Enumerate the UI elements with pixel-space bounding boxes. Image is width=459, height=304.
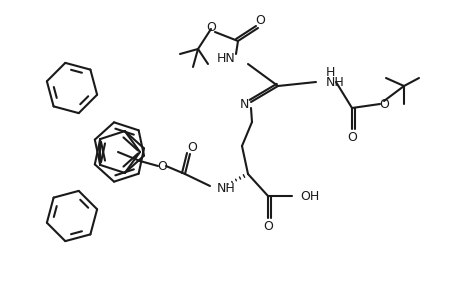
Text: NH: NH xyxy=(325,75,344,88)
Text: O: O xyxy=(254,13,264,26)
Text: O: O xyxy=(346,130,356,143)
Text: NH: NH xyxy=(217,181,235,195)
Text: N: N xyxy=(239,98,248,110)
Text: HN: HN xyxy=(217,51,235,64)
Text: O: O xyxy=(206,20,215,33)
Text: O: O xyxy=(187,140,196,154)
Text: O: O xyxy=(157,160,167,172)
Text: H: H xyxy=(325,65,335,78)
Text: O: O xyxy=(263,219,272,233)
Text: OH: OH xyxy=(299,189,319,202)
Text: O: O xyxy=(378,98,388,110)
